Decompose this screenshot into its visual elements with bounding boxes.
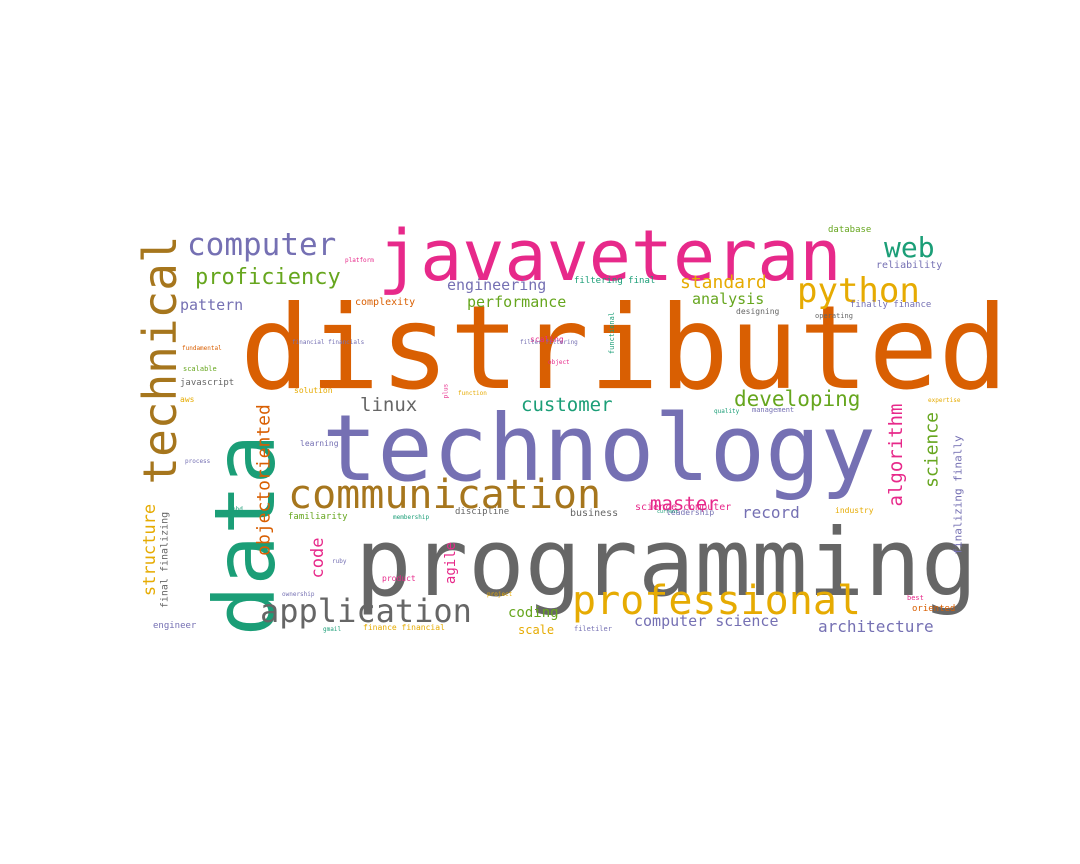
- cloud-word-product: product: [382, 574, 416, 583]
- cloud-word-computer-science: computer science: [634, 612, 779, 630]
- cloud-word-finalizing-finally: finalizing finally: [952, 435, 965, 555]
- cloud-word-engineering: engineering: [447, 276, 546, 294]
- cloud-word-filetiler: filetiler: [574, 625, 612, 633]
- cloud-word-professional: professional: [572, 578, 861, 624]
- cloud-word-operating: operating: [815, 312, 853, 320]
- cloud-word-web: web: [884, 231, 935, 264]
- cloud-word-python: python: [797, 271, 920, 311]
- cloud-word-scale: scale: [518, 623, 554, 637]
- cloud-word-scaling: scaling: [530, 335, 564, 344]
- cloud-word-project: project: [487, 591, 513, 598]
- cloud-word-plus: plus: [443, 383, 450, 398]
- cloud-word-function: function: [458, 390, 487, 397]
- cloud-word-database: database: [828, 225, 871, 235]
- cloud-word-reliability: reliability: [876, 260, 942, 271]
- cloud-word-linux: linux: [360, 394, 417, 416]
- cloud-word-filter-filtering: filter filtering: [520, 339, 578, 346]
- cloud-word-best: best: [907, 594, 924, 602]
- cloud-word-science: science: [922, 412, 943, 488]
- cloud-word-programming: programming: [355, 509, 978, 618]
- cloud-word-coding: coding: [508, 605, 559, 621]
- cloud-word-ruby: ruby: [332, 558, 347, 565]
- cloud-word-master: master: [650, 493, 719, 515]
- cloud-word-discipline: discipline: [455, 507, 509, 517]
- cloud-word-gmail: gmail: [323, 626, 341, 633]
- cloud-word-proficiency: proficiency: [195, 265, 341, 290]
- cloud-word-finance-financial: finance financial: [363, 623, 445, 632]
- cloud-word-architecture: architecture: [818, 617, 934, 636]
- cloud-word-structure: structure: [140, 504, 160, 596]
- cloud-word-fundamental: fundamental: [182, 345, 222, 352]
- cloud-word-complexity: complexity: [355, 297, 415, 308]
- cloud-word-finally-finance: finally finance: [850, 300, 931, 310]
- cloud-word-javascript: javascript: [180, 378, 234, 388]
- cloud-word-record: record: [742, 503, 800, 522]
- cloud-word-computer: computer: [187, 227, 336, 263]
- cloud-word-process: process: [185, 458, 211, 465]
- cloud-word-science-computer: science computer: [635, 502, 731, 513]
- cloud-word-aws: aws: [180, 395, 195, 404]
- cloud-word-ownership: ownership: [282, 591, 315, 598]
- cloud-word-learning: learning: [300, 439, 339, 448]
- cloud-word-expertise: expertise: [928, 397, 961, 404]
- cloud-word-current: current: [657, 509, 678, 515]
- cloud-word-functional: functional: [608, 312, 616, 354]
- cloud-word-financial-financials: financial financials: [292, 339, 365, 346]
- cloud-word-javaveteran: javaveteran: [378, 215, 842, 297]
- cloud-word-customer: customer: [521, 394, 613, 416]
- cloud-word-solution: solution: [294, 386, 333, 395]
- cloud-word-engineer: engineer: [153, 621, 197, 631]
- cloud-word-algorithm: algorithm: [885, 404, 907, 507]
- cloud-word-distributed: distributed: [240, 281, 1008, 416]
- cloud-word-technology: technology: [322, 395, 876, 502]
- cloud-word-performance: performance: [467, 293, 566, 311]
- cloud-word-data: data: [196, 434, 294, 636]
- cloud-word-phd: phd: [232, 506, 243, 513]
- cloud-word-familiarity: familiarity: [288, 512, 348, 522]
- cloud-word-object: object: [548, 359, 570, 366]
- cloud-word-industry: industry: [835, 506, 874, 515]
- cloud-word-pattern: pattern: [180, 296, 243, 314]
- cloud-word-standard: standard: [680, 272, 767, 293]
- cloud-word-scalable: scalable: [183, 365, 217, 373]
- cloud-word-platform: platform: [345, 257, 374, 264]
- cloud-word-analysis: analysis: [692, 290, 764, 308]
- cloud-word-objectoriented: objectoriented: [254, 404, 275, 556]
- cloud-word-management: management: [752, 406, 794, 414]
- cloud-word-application: application: [260, 592, 472, 630]
- cloud-word-code: code: [308, 538, 328, 579]
- cloud-word-oriented: oriented: [912, 604, 955, 614]
- cloud-word-leadership: leadership: [666, 508, 714, 517]
- cloud-word-developing: developing: [734, 387, 860, 411]
- cloud-word-final-finalizing: final finalizing: [160, 512, 171, 608]
- cloud-word-quality: quality: [714, 408, 740, 415]
- cloud-word-membership: membership: [393, 514, 430, 521]
- cloud-word-designing: designing: [736, 307, 780, 316]
- cloud-word-filtering-final: filtering final: [574, 276, 655, 286]
- cloud-word-technical: technical: [133, 235, 187, 484]
- cloud-word-agile: agile: [443, 542, 459, 584]
- cloud-word-business: business: [570, 508, 618, 519]
- cloud-word-communication: communication: [288, 472, 601, 518]
